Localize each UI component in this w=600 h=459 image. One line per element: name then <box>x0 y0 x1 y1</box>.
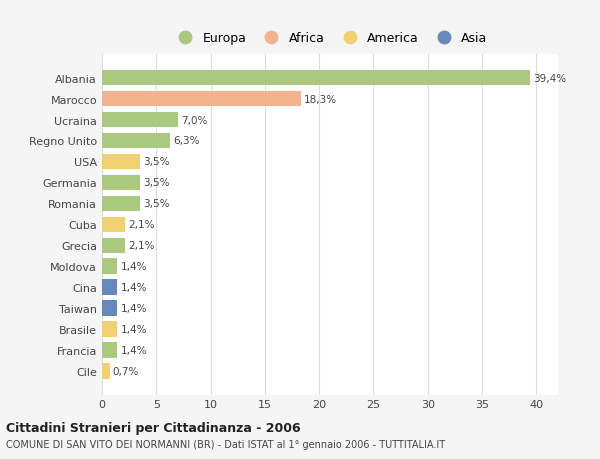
Bar <box>102 238 125 254</box>
Bar <box>102 91 301 107</box>
Bar <box>102 259 117 274</box>
Bar <box>102 364 110 379</box>
Bar <box>102 112 178 128</box>
Text: 1,4%: 1,4% <box>121 325 147 335</box>
Text: 2,1%: 2,1% <box>128 220 155 230</box>
Text: 1,4%: 1,4% <box>121 283 147 293</box>
Text: 18,3%: 18,3% <box>304 94 337 104</box>
Text: 0,7%: 0,7% <box>113 366 139 376</box>
Legend: Europa, Africa, America, Asia: Europa, Africa, America, Asia <box>167 28 493 50</box>
Text: COMUNE DI SAN VITO DEI NORMANNI (BR) - Dati ISTAT al 1° gennaio 2006 - TUTTITALI: COMUNE DI SAN VITO DEI NORMANNI (BR) - D… <box>6 440 445 449</box>
Text: 3,5%: 3,5% <box>143 157 170 167</box>
Bar <box>102 280 117 296</box>
Text: 1,4%: 1,4% <box>121 262 147 272</box>
Text: 3,5%: 3,5% <box>143 199 170 209</box>
Text: 2,1%: 2,1% <box>128 241 155 251</box>
Text: 1,4%: 1,4% <box>121 304 147 313</box>
Text: Cittadini Stranieri per Cittadinanza - 2006: Cittadini Stranieri per Cittadinanza - 2… <box>6 421 301 435</box>
Bar <box>102 71 530 86</box>
Bar <box>102 343 117 358</box>
Bar <box>102 175 140 191</box>
Bar <box>102 301 117 317</box>
Bar <box>102 133 170 149</box>
Bar <box>102 322 117 337</box>
Text: 3,5%: 3,5% <box>143 178 170 188</box>
Bar <box>102 154 140 170</box>
Bar <box>102 217 125 233</box>
Text: 6,3%: 6,3% <box>173 136 200 146</box>
Text: 39,4%: 39,4% <box>533 73 566 84</box>
Bar <box>102 196 140 212</box>
Text: 7,0%: 7,0% <box>181 115 208 125</box>
Text: 1,4%: 1,4% <box>121 346 147 356</box>
